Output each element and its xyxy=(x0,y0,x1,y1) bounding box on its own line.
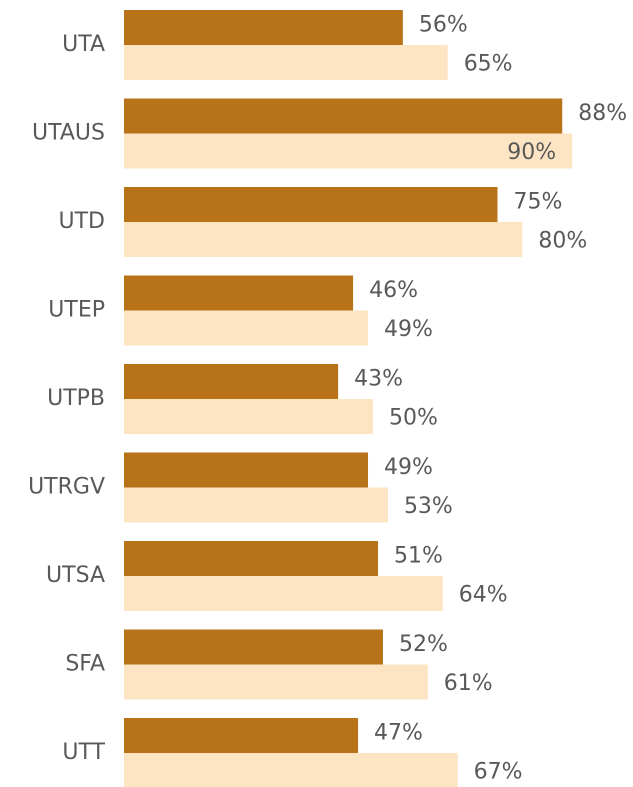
value-label: 47% xyxy=(374,721,423,746)
bar xyxy=(124,187,498,222)
bar xyxy=(124,399,373,434)
bar xyxy=(124,541,378,576)
value-label: 61% xyxy=(444,671,493,696)
bar xyxy=(124,10,403,45)
category-label: UTAUS xyxy=(32,121,105,146)
bar xyxy=(124,310,369,346)
category-label: UTT xyxy=(62,740,105,765)
value-label: 51% xyxy=(394,544,443,569)
value-label: 52% xyxy=(399,632,448,657)
bar xyxy=(124,222,523,257)
bar xyxy=(124,452,369,488)
value-label: 67% xyxy=(474,760,523,785)
bar xyxy=(124,487,388,523)
bar xyxy=(124,629,383,665)
value-label: 75% xyxy=(514,190,563,215)
value-label: 90% xyxy=(507,140,556,165)
category-label: UTD xyxy=(59,209,105,234)
value-label: 80% xyxy=(538,229,587,254)
value-label: 49% xyxy=(384,455,433,480)
value-label: 43% xyxy=(354,367,403,392)
category-label: SFA xyxy=(65,652,105,677)
value-label: 65% xyxy=(464,52,513,77)
bar xyxy=(124,753,458,787)
category-label: UTRGV xyxy=(28,475,105,500)
value-label: 46% xyxy=(369,278,418,303)
category-label: UTEP xyxy=(48,298,105,323)
category-label: UTSA xyxy=(46,563,105,588)
bar xyxy=(124,664,428,700)
bar xyxy=(124,576,443,611)
category-label: UTA xyxy=(62,32,105,57)
value-label: 56% xyxy=(419,13,468,38)
value-label: 64% xyxy=(459,583,508,608)
value-label: 50% xyxy=(389,406,438,431)
bar xyxy=(124,364,339,399)
bar xyxy=(124,718,359,753)
value-label: 49% xyxy=(384,317,433,342)
bar xyxy=(124,275,354,311)
category-label: UTPB xyxy=(47,386,105,411)
bar xyxy=(124,98,563,134)
value-label: 88% xyxy=(578,101,627,126)
bar xyxy=(124,45,448,80)
bar xyxy=(124,133,573,169)
value-label: 53% xyxy=(404,494,453,519)
